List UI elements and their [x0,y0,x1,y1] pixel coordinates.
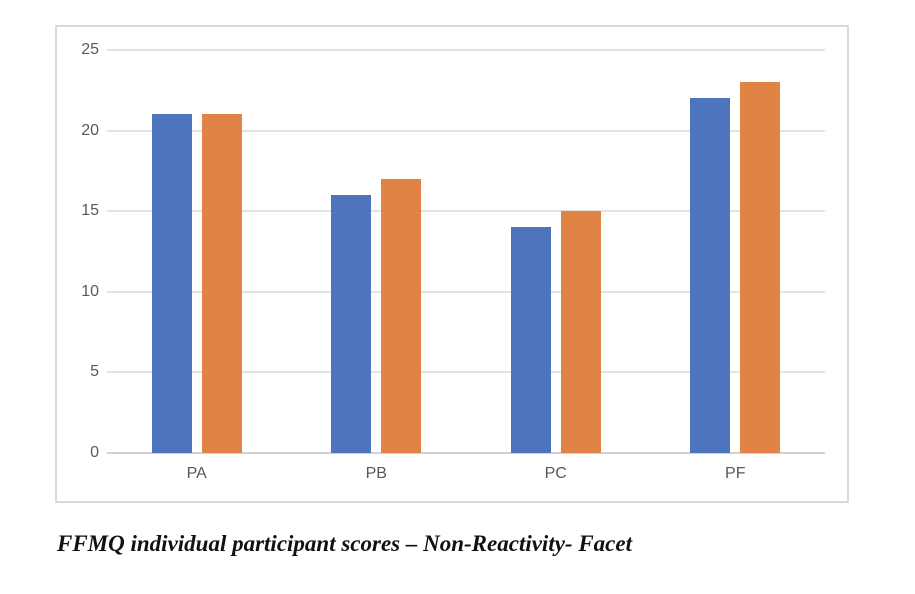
y-tick-label-0: 0 [90,444,99,461]
bar-PB-orange-series [381,178,422,453]
plot-area: 0 5 10 15 20 25 PA PB PC PF [81,41,825,482]
gridline-y15 [107,210,825,213]
gridline-y10 [107,290,825,293]
x-axis-line [107,452,825,454]
chart-caption: FFMQ individual participant scores – Non… [57,531,632,556]
bar-PF-blue-series [690,98,731,453]
bar-PB-blue-series [331,195,372,453]
gridline-y20 [107,129,825,132]
x-tick-label-PA: PA [186,465,207,482]
y-tick-label-20: 20 [81,121,99,139]
bar-PA-orange-series [201,114,242,453]
x-tick-label-PB: PB [365,465,387,482]
y-tick-label-15: 15 [81,202,99,220]
chart-frame: 0 5 10 15 20 25 PA PB PC PF [55,25,849,503]
y-tick-label-25: 25 [81,41,99,58]
bar-PA-blue-series [151,114,192,453]
bar-PC-blue-series [510,227,551,453]
y-tick-label-5: 5 [90,363,99,381]
y-tick-label-10: 10 [81,282,99,300]
bar-PF-orange-series [740,82,781,453]
gridline-y5 [107,371,825,374]
bar-PC-orange-series [560,211,601,453]
gridline-y25 [107,49,825,51]
x-tick-label-PC: PC [544,465,567,482]
x-tick-label-PF: PF [725,465,746,482]
